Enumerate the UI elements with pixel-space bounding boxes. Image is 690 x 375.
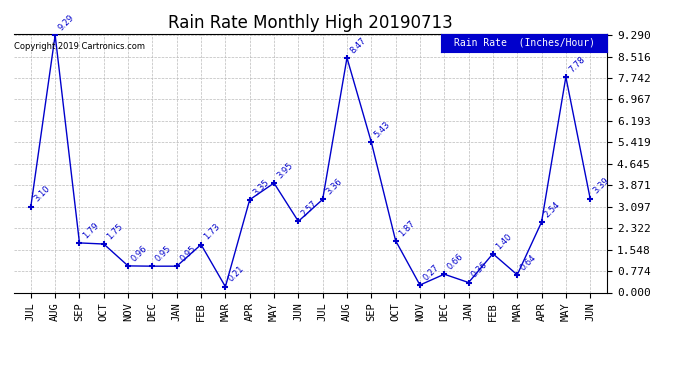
Text: 3.35: 3.35 [251, 177, 270, 197]
Text: 2.54: 2.54 [543, 200, 562, 219]
Text: 2.57: 2.57 [299, 199, 319, 219]
Text: 5.43: 5.43 [373, 120, 392, 139]
Text: 0.96: 0.96 [130, 244, 149, 263]
Text: 0.64: 0.64 [519, 252, 538, 272]
Text: 1.87: 1.87 [397, 218, 417, 238]
Text: 1.40: 1.40 [494, 232, 513, 251]
Text: 0.21: 0.21 [227, 264, 246, 284]
Text: 1.79: 1.79 [81, 221, 100, 240]
Text: 0.66: 0.66 [446, 252, 465, 272]
Text: 3.95: 3.95 [275, 161, 295, 180]
Text: 0.27: 0.27 [422, 263, 441, 282]
Title: Rain Rate Monthly High 20190713: Rain Rate Monthly High 20190713 [168, 14, 453, 32]
Text: Copyright 2019 Cartronics.com: Copyright 2019 Cartronics.com [14, 42, 146, 51]
Text: 1.75: 1.75 [105, 222, 125, 241]
Text: 3.39: 3.39 [591, 176, 611, 196]
Text: 0.95: 0.95 [178, 244, 197, 263]
Text: 1.73: 1.73 [202, 222, 222, 242]
Text: 9.29: 9.29 [57, 13, 76, 32]
Text: 3.10: 3.10 [32, 184, 52, 204]
Text: 0.36: 0.36 [470, 260, 489, 280]
Text: 0.95: 0.95 [154, 244, 173, 263]
Text: 3.36: 3.36 [324, 177, 344, 197]
Text: 8.47: 8.47 [348, 36, 368, 55]
Text: 7.78: 7.78 [567, 55, 587, 74]
